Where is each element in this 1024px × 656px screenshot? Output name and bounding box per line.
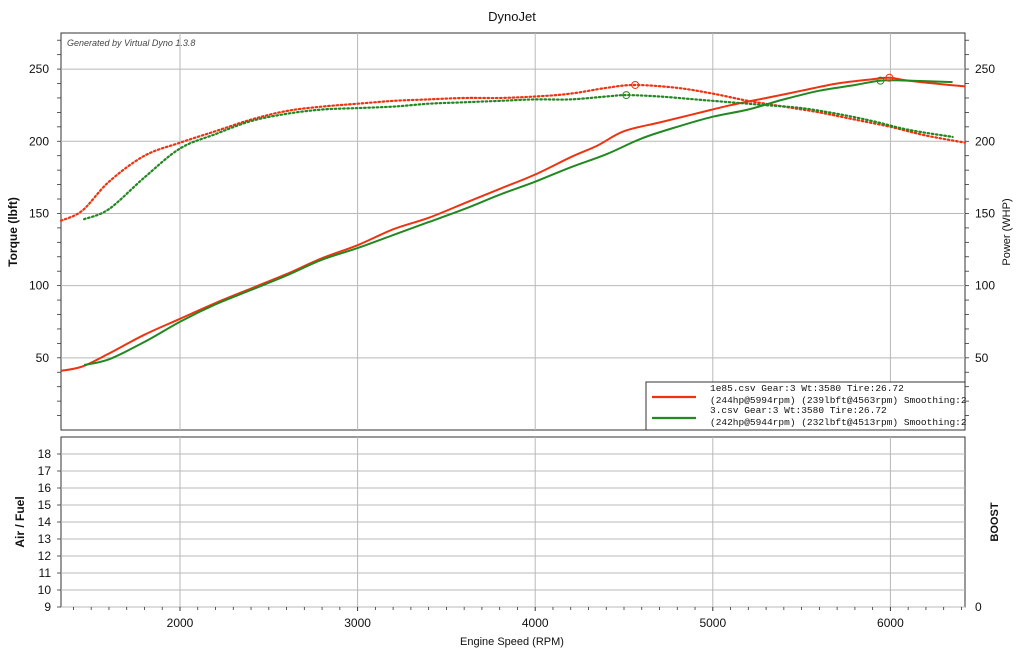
- x-tick-label: 5000: [699, 616, 726, 630]
- x-tick-label: 3000: [344, 616, 371, 630]
- bottom-grid: [61, 437, 965, 608]
- power-axis-label: Power (WHP): [1001, 198, 1013, 265]
- top-plot-frame: [60, 32, 966, 431]
- x-tick-label: 6000: [877, 616, 904, 630]
- x-axis-label: Engine Speed (RPM): [460, 636, 564, 648]
- legend-entry-1-detail: (244hp@5994rpm) (239lbft@4563rpm) Smooth…: [710, 395, 967, 406]
- chart-title: DynoJet: [488, 9, 536, 24]
- generated-by-label: Generated by Virtual Dyno 1.3.8: [67, 38, 195, 48]
- torque-tick-label: 200: [29, 134, 49, 148]
- torque-tick-label: 250: [29, 62, 49, 76]
- top-panel: 50 100 150 200 250 50 100 150 200 250 Generated b…: [6, 32, 1013, 431]
- bottom-panel: 9 10 11 12 13 14 15 16 17 18 0 Air / Fuel BOOST: [13, 436, 1001, 614]
- afr-tick-label: 15: [38, 498, 52, 512]
- power-tick-label: 200: [975, 134, 995, 148]
- series-power-3csv-line: [83, 79, 953, 366]
- peak-marker: [631, 80, 640, 89]
- legend: 1e85.csv Gear:3 Wt:3580 Tire:26.72 (244h…: [645, 381, 967, 431]
- afr-tick-label: 18: [38, 447, 52, 461]
- series-torque-3csv-line: [83, 94, 954, 221]
- peak-marker: [885, 73, 894, 82]
- legend-entry-2-name: 3.csv Gear:3 Wt:3580 Tire:26.72: [710, 405, 887, 416]
- bottom-ticks: 9 10 11 12 13 14 15 16 17 18 0: [38, 447, 982, 614]
- power-tick-label: 250: [975, 62, 995, 76]
- afr-tick-label: 10: [38, 583, 52, 597]
- x-axis-ticks: 2000 3000 4000 5000 6000: [73, 607, 962, 630]
- afr-tick-label: 9: [44, 600, 51, 614]
- afr-tick-label: 12: [38, 549, 52, 563]
- legend-entry-1-name: 1e85.csv Gear:3 Wt:3580 Tire:26.72: [710, 383, 904, 394]
- x-tick-label: 2000: [167, 616, 194, 630]
- top-ticks: 50 100 150 200 250 50 100 150 200 250: [29, 39, 995, 416]
- torque-axis-label: Torque (lbft): [6, 197, 20, 267]
- power-tick-label: 50: [975, 351, 989, 365]
- power-tick-label: 150: [975, 206, 995, 220]
- peak-marker: [622, 91, 631, 100]
- afr-tick-label: 14: [38, 515, 52, 529]
- x-tick-label: 4000: [522, 616, 549, 630]
- afr-tick-label: 16: [38, 481, 52, 495]
- afr-tick-label: 13: [38, 532, 52, 546]
- power-tick-label: 100: [975, 279, 995, 293]
- peak-marker: [876, 76, 885, 85]
- torque-tick-label: 50: [36, 351, 50, 365]
- torque-tick-label: 150: [29, 206, 49, 220]
- series-torque-1e85-line: [59, 83, 967, 222]
- torque-tick-label: 100: [29, 279, 49, 293]
- top-series: [59, 73, 967, 372]
- legend-entry-2-detail: (242hp@5944rpm) (232lbft@4513rpm) Smooth…: [710, 417, 967, 428]
- afr-tick-label: 17: [38, 464, 52, 478]
- boost-tick-label: 0: [975, 600, 982, 614]
- series-power-1e85-line: [60, 76, 966, 372]
- legend-box: [645, 381, 966, 431]
- afr-tick-label: 11: [39, 566, 52, 580]
- boost-axis-label: BOOST: [989, 502, 1001, 541]
- air-fuel-axis-label: Air / Fuel: [13, 496, 27, 547]
